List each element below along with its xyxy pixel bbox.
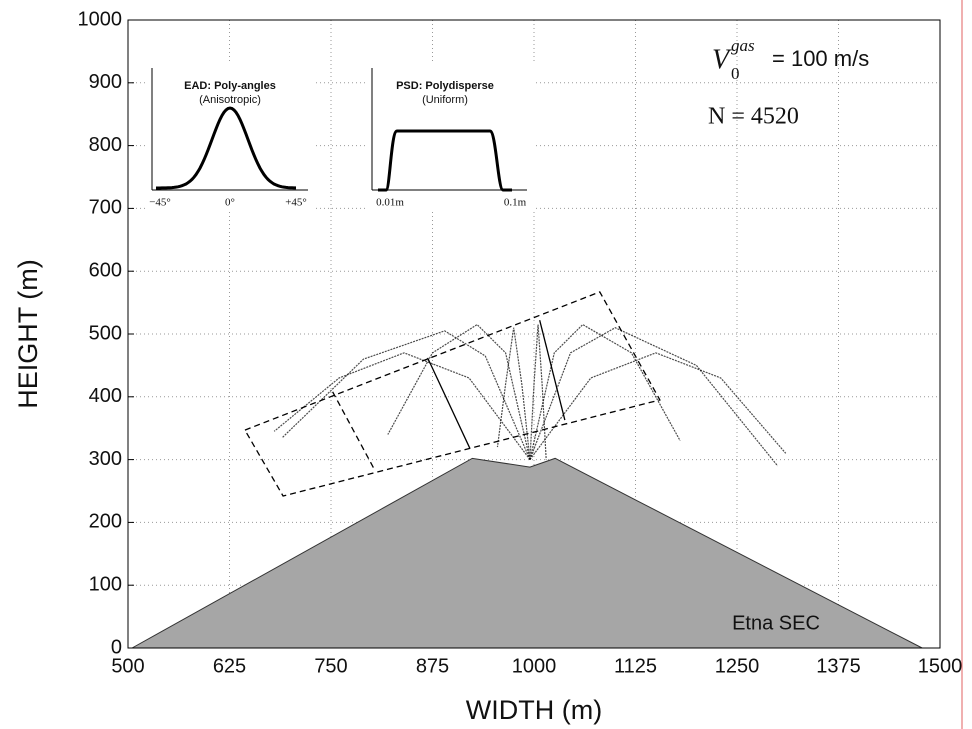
x-tick-label: 625 (213, 655, 246, 677)
inset-sizes: PSD: Polydisperse (Uniform) 0.01m 0.1m (365, 62, 535, 212)
inset-tick: +45° (285, 197, 307, 209)
x-tick-label: 1125 (614, 655, 657, 677)
inset-subtitle: (Anisotropic) (199, 94, 261, 106)
sampling-box (539, 320, 566, 421)
x-tick-label: 1000 (512, 655, 557, 677)
y-tick-label: 0 (111, 636, 122, 658)
trajectory (529, 323, 681, 460)
inset-subtitle: (Uniform) (422, 94, 468, 106)
y-axis-label: HEIGHT (m) (13, 259, 43, 409)
velocity-value: = 100 m/s (772, 46, 869, 71)
y-tick-label: 1000 (78, 8, 123, 30)
velocity-subscript: 0 (731, 64, 740, 83)
y-tick-label: 900 (89, 71, 122, 93)
count-annotation: N = 4520 (708, 104, 799, 130)
inset-tick: 0.1m (504, 197, 527, 209)
trajectory (529, 324, 547, 460)
inset-title: EAD: Poly-angles (184, 80, 276, 92)
plot-frame (127, 19, 941, 649)
inset-tick: −45° (149, 197, 171, 209)
velocity-superscript: gas (731, 36, 755, 55)
trajectory (496, 327, 531, 460)
y-tick-label: 800 (89, 134, 122, 156)
sampling-box (332, 391, 376, 471)
x-tick-label: 500 (111, 655, 144, 677)
terrain-label: Etna SEC (732, 612, 820, 634)
inset-curve (156, 106, 296, 190)
y-tick-label: 300 (89, 448, 122, 470)
y-tick-label: 600 (89, 259, 122, 281)
y-tick-label: 200 (89, 511, 122, 533)
x-axis-label: WIDTH (m) (466, 695, 602, 725)
sampling-box (244, 291, 661, 497)
inset-title: PSD: Polydisperse (396, 80, 494, 92)
x-tick-label: 1250 (715, 655, 760, 677)
trajectory (273, 352, 531, 460)
y-tick-label: 700 (89, 197, 122, 219)
trajectory (529, 352, 787, 460)
y-tick-label: 100 (89, 573, 122, 595)
trajectory (281, 330, 531, 460)
inset-tick: 0° (225, 197, 235, 209)
y-tick-label: 500 (89, 322, 122, 344)
y-tick-label: 400 (89, 385, 122, 407)
sampling-box (427, 357, 471, 449)
x-tick-label: 1500 (918, 655, 963, 677)
trajectory (387, 323, 531, 460)
x-tick-label: 750 (314, 655, 347, 677)
inset-angles: EAD: Poly-angles (Anisotropic) −45° 0° +… (145, 62, 315, 212)
inset-curve (378, 129, 512, 192)
x-tick-label: 875 (416, 655, 449, 677)
x-tick-label: 1375 (816, 655, 861, 677)
velocity-symbol: V (712, 44, 732, 75)
inset-tick: 0.01m (376, 197, 404, 209)
velocity-annotation: V 0 gas = 100 m/s (712, 36, 869, 83)
